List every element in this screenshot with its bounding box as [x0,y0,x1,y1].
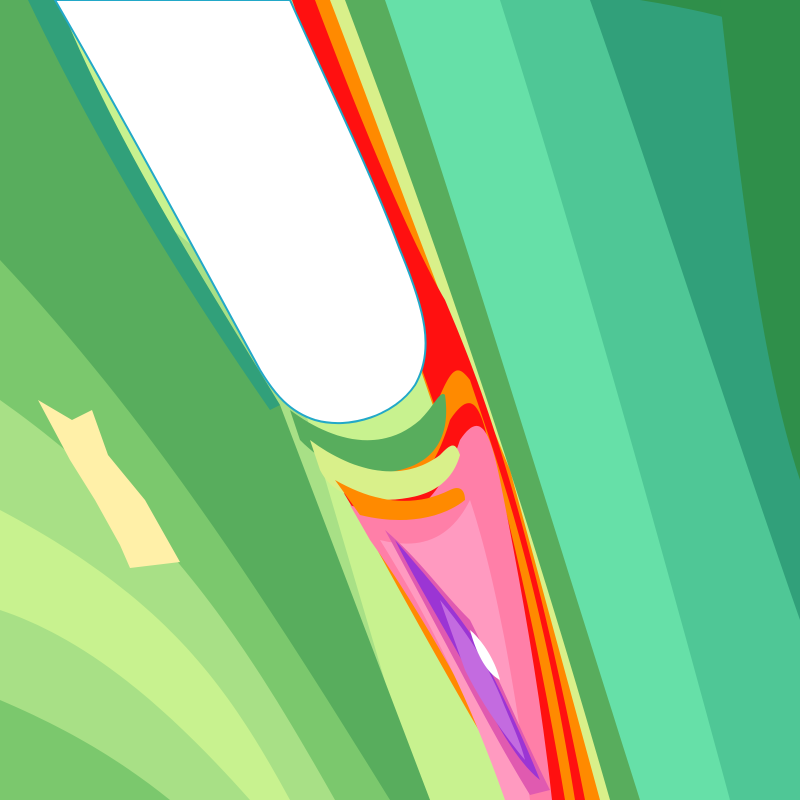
tube-body [53,0,427,425]
tip-band-orange [335,480,465,520]
tip-band-yellow [310,440,460,500]
wake-core-violet [440,600,525,760]
right-band-mint [360,0,730,800]
left-band-top-2 [0,0,430,800]
left-thin-teal [28,0,280,410]
right-band-darkgreen-2 [720,0,800,480]
left-band-lower-2 [0,700,170,800]
cream-patch [38,400,180,568]
wake-core-white [470,630,500,680]
